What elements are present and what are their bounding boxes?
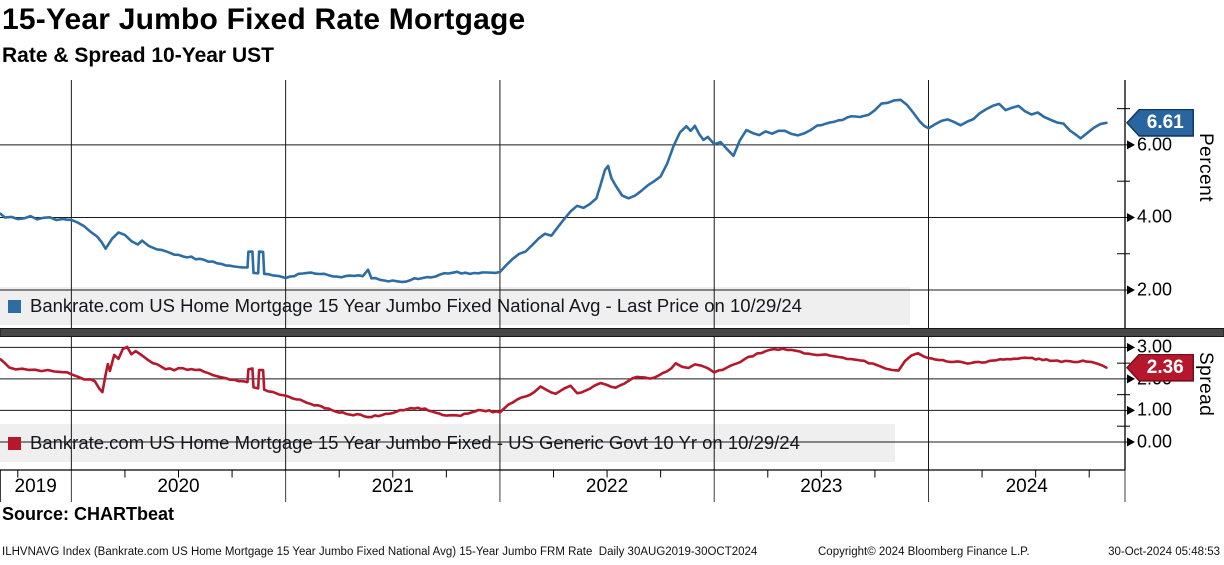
spread-legend-label: Bankrate.com US Home Mortgage 15 Year Ju… bbox=[30, 432, 800, 453]
page-title: 15-Year Jumbo Fixed Rate Mortgage bbox=[2, 3, 526, 36]
rate-ytick-label: 4.00 bbox=[1137, 206, 1173, 227]
spread-last-price-tag[interactable]: 2.36 bbox=[1126, 353, 1194, 382]
spread-legend-swatch-icon bbox=[8, 436, 21, 450]
tick-arrow-icon bbox=[1127, 405, 1135, 415]
spread-ytick-label: 0.00 bbox=[1137, 431, 1173, 452]
rate-legend-item[interactable]: Bankrate.com US Home Mortgage 15 Year Ju… bbox=[0, 287, 802, 325]
spread-ytick-label: 2.00 bbox=[1137, 368, 1173, 389]
spread-last-price-value: 2.36 bbox=[1128, 355, 1193, 381]
spread-ytick-label: 3.00 bbox=[1137, 336, 1173, 357]
rate-last-price-value: 6.61 bbox=[1128, 110, 1193, 136]
source-line: Source: CHARTbeat bbox=[2, 504, 175, 524]
tick-arrow-icon bbox=[1127, 140, 1135, 150]
tick-arrow-icon bbox=[1127, 374, 1135, 384]
x-year-label: 2024 bbox=[1005, 476, 1048, 497]
page-subtitle: Rate & Spread 10-Year UST bbox=[2, 44, 274, 67]
x-year-label: 2020 bbox=[157, 476, 200, 497]
spread-legend-item[interactable]: Bankrate.com US Home Mortgage 15 Year Ju… bbox=[0, 424, 800, 462]
spread-line-series bbox=[0, 345, 1108, 419]
tick-arrow-icon bbox=[1127, 285, 1135, 295]
rate-legend-band bbox=[0, 287, 910, 325]
spread-axis-title: Spread bbox=[1195, 352, 1216, 417]
rate-line-series bbox=[0, 98, 1108, 284]
rate-legend-swatch-icon bbox=[8, 299, 21, 313]
rate-ytick-label: 6.00 bbox=[1137, 134, 1173, 155]
x-year-label: 2019 bbox=[14, 476, 57, 497]
rate-ytick-label: 2.00 bbox=[1137, 279, 1173, 300]
x-year-label: 2023 bbox=[800, 476, 843, 497]
percent-axis-title: Percent bbox=[1195, 133, 1216, 202]
tick-arrow-icon bbox=[1127, 437, 1135, 447]
footer-copyright: Copyright© 2024 Bloomberg Finance L.P. bbox=[818, 546, 1030, 558]
spread-legend-band bbox=[0, 424, 895, 462]
panel-separator-bar bbox=[0, 328, 1224, 337]
rate-last-price-tag[interactable]: 6.61 bbox=[1126, 108, 1194, 137]
footer-ticker-description: ILHVNAVG Index (Bankrate.com US Home Mor… bbox=[2, 546, 758, 558]
footer-timestamp: 30-Oct-2024 05:48:53 bbox=[1108, 546, 1220, 558]
x-year-label: 2021 bbox=[371, 476, 414, 497]
tick-arrow-icon bbox=[1127, 212, 1135, 222]
x-year-label: 2022 bbox=[585, 476, 629, 497]
rate-legend-label: Bankrate.com US Home Mortgage 15 Year Ju… bbox=[30, 295, 802, 316]
tick-arrow-icon bbox=[1127, 342, 1135, 352]
spread-ytick-label: 1.00 bbox=[1137, 399, 1173, 420]
